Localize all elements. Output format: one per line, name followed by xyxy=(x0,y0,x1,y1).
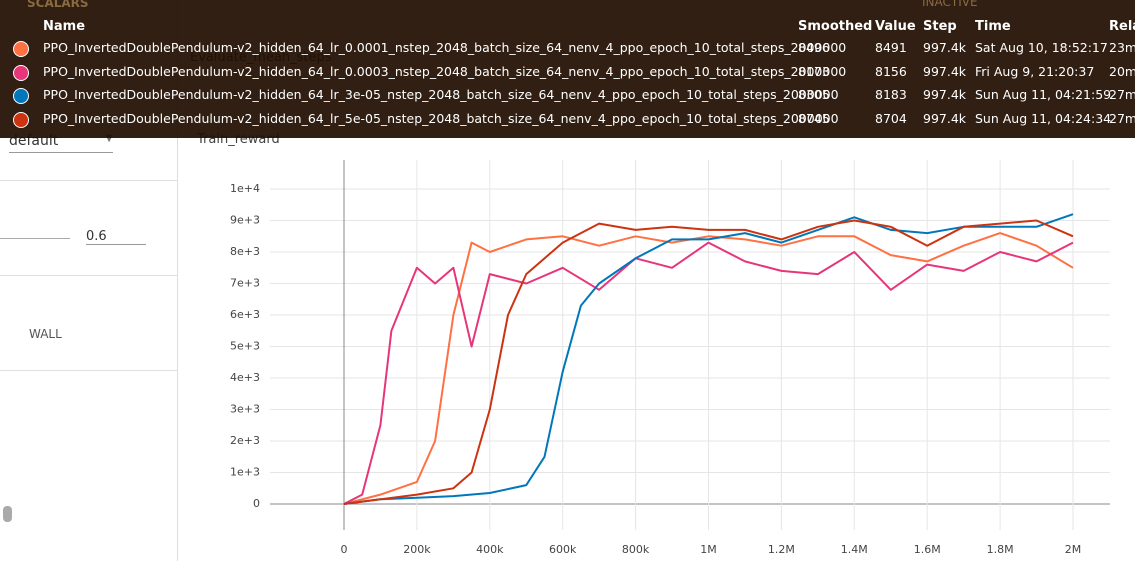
smoothing-slider[interactable] xyxy=(0,238,70,239)
y-tick-label: 3e+3 xyxy=(230,403,260,416)
cell: 20m xyxy=(1109,63,1135,79)
run-color xyxy=(13,41,29,57)
x-tick-label: 800k xyxy=(622,543,650,556)
divider xyxy=(0,370,177,371)
column-header: Value xyxy=(875,19,916,34)
x-tick-label: 200k xyxy=(403,543,431,556)
x-tick-label: 400k xyxy=(476,543,504,556)
cell: 997.4k xyxy=(923,63,967,79)
scroll-thumb[interactable] xyxy=(3,506,12,522)
y-tick-label: 5e+3 xyxy=(230,340,260,353)
y-tick-label: 2e+3 xyxy=(230,434,260,447)
cell: 27m xyxy=(1109,110,1135,126)
x-tick-label: 1M xyxy=(700,543,717,556)
tooltip: SCALARS INACTIVE Name Smoothed Value Step Ti… xyxy=(0,0,1135,138)
run-name: PPO_InvertedDoublePendulum-v2_hidden_64_… xyxy=(43,40,847,55)
run-color xyxy=(13,88,29,104)
run-name: PPO_InvertedDoublePendulum-v2_hidden_64_… xyxy=(43,87,839,102)
x-tick-label: 2M xyxy=(1065,543,1082,556)
run-name: PPO_InvertedDoublePendulum-v2_hidden_64_… xyxy=(43,110,839,126)
smoothing-input[interactable]: 0.6 xyxy=(86,229,146,245)
series-line xyxy=(343,219,1074,505)
cell: 8745 xyxy=(798,110,830,126)
column-header: Rela xyxy=(1109,19,1135,34)
dropdown-arrow: ▼ xyxy=(105,133,113,144)
y-tick-label: 9e+3 xyxy=(230,214,260,227)
y-tick-label: 7e+3 xyxy=(230,277,260,290)
cell: 997.4k xyxy=(923,110,967,126)
column-header: Step xyxy=(923,19,957,34)
run-name: PPO_InvertedDoublePendulum-v2_hidden_64_… xyxy=(43,63,847,79)
x-tick-label: 600k xyxy=(549,543,577,556)
cell: 8491 xyxy=(875,40,907,55)
cell: 27m xyxy=(1109,87,1135,102)
run-color xyxy=(13,64,29,81)
x-tick-label: 1.4M xyxy=(841,543,868,556)
cell: 997.4k xyxy=(923,40,967,55)
y-tick-label: 8e+3 xyxy=(230,245,260,258)
cell: 8156 xyxy=(875,63,907,79)
column-header: Time xyxy=(975,19,1011,34)
x-tick-label: 0 xyxy=(341,543,348,556)
cell: 8173 xyxy=(798,63,830,79)
series-line xyxy=(343,232,1074,505)
x-tick-label: 1.8M xyxy=(987,543,1014,556)
y-tick-label: 1e+3 xyxy=(230,466,260,479)
divider xyxy=(0,275,177,276)
x-tick-label: 1.2M xyxy=(768,543,795,556)
cell: Sun Aug 11, 04:21:59 xyxy=(975,87,1112,102)
column-header: Smoothed xyxy=(798,19,873,34)
cell: 23m xyxy=(1109,40,1135,55)
section-label: SCALARS xyxy=(27,0,89,10)
cell: Sat Aug 10, 18:52:17 xyxy=(975,40,1108,55)
column-header: Name xyxy=(43,19,86,34)
cell: 8496 xyxy=(798,40,830,55)
run-color xyxy=(13,111,29,128)
cell: 8183 xyxy=(875,87,907,102)
divider xyxy=(0,180,177,181)
cell: 8305 xyxy=(798,87,830,102)
series-line xyxy=(343,213,1074,505)
cell: 8704 xyxy=(875,110,907,126)
y-tick-label: 4e+3 xyxy=(230,371,260,384)
y-tick-label: 1e+4 xyxy=(230,182,260,195)
cell: Sun Aug 11, 04:24:34 xyxy=(975,110,1112,126)
y-tick-label: 6e+3 xyxy=(230,308,260,321)
status-select[interactable]: INACTIVE xyxy=(922,0,978,9)
cell: 997.4k xyxy=(923,87,967,102)
y-tick-label: 0 xyxy=(253,497,260,510)
cell: Fri Aug 9, 21:20:37 xyxy=(975,63,1095,79)
x-tick-label: 1.6M xyxy=(914,543,941,556)
horizontal-axis-option[interactable]: WALL xyxy=(29,327,62,341)
